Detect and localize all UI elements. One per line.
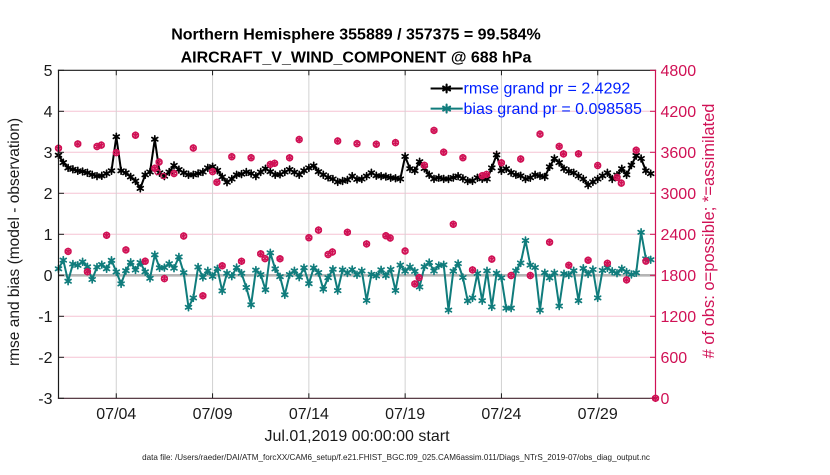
svg-text:-1: -1 bbox=[38, 309, 52, 326]
svg-text:-3: -3 bbox=[38, 391, 52, 408]
svg-text:4200: 4200 bbox=[661, 104, 697, 121]
svg-text:1800: 1800 bbox=[661, 268, 697, 285]
svg-text:07/19: 07/19 bbox=[385, 406, 425, 423]
svg-text:3: 3 bbox=[44, 145, 53, 162]
svg-text:600: 600 bbox=[661, 350, 688, 367]
svg-text:0: 0 bbox=[44, 268, 53, 285]
svg-text:4800: 4800 bbox=[661, 63, 697, 80]
svg-text:2400: 2400 bbox=[661, 227, 697, 244]
svg-text:data file: /Users/raeder/DAI/A: data file: /Users/raeder/DAI/ATM_forcXX/… bbox=[142, 453, 650, 462]
svg-text:4: 4 bbox=[44, 104, 53, 121]
svg-text:07/29: 07/29 bbox=[578, 406, 618, 423]
svg-text:1200: 1200 bbox=[661, 309, 697, 326]
svg-text:Jul.01,2019 00:00:00 start: Jul.01,2019 00:00:00 start bbox=[264, 428, 450, 445]
svg-text:bias grand pr = 0.098585: bias grand pr = 0.098585 bbox=[464, 101, 642, 118]
svg-text:rmse and bias (model - observa: rmse and bias (model - observation) bbox=[6, 118, 23, 366]
svg-text:07/09: 07/09 bbox=[193, 406, 233, 423]
svg-text:AIRCRAFT_V_WIND_COMPONENT @ 68: AIRCRAFT_V_WIND_COMPONENT @ 688 hPa bbox=[181, 50, 532, 67]
svg-text:# of obs: o=possible; *=assimi: # of obs: o=possible; *=assimilated bbox=[700, 104, 718, 359]
svg-text:1: 1 bbox=[44, 227, 53, 244]
svg-text:rmse grand pr = 2.4292: rmse grand pr = 2.4292 bbox=[464, 81, 631, 98]
svg-text:3600: 3600 bbox=[661, 145, 697, 162]
svg-text:07/04: 07/04 bbox=[96, 406, 136, 423]
svg-text:0: 0 bbox=[661, 391, 670, 408]
svg-text:07/24: 07/24 bbox=[481, 406, 521, 423]
svg-text:2: 2 bbox=[44, 186, 53, 203]
svg-text:-2: -2 bbox=[38, 350, 52, 367]
svg-text:3000: 3000 bbox=[661, 186, 697, 203]
svg-text:5: 5 bbox=[44, 63, 53, 80]
svg-text:07/14: 07/14 bbox=[289, 406, 329, 423]
svg-text:Northern Hemisphere 355889 / 3: Northern Hemisphere 355889 / 357375 = 99… bbox=[171, 27, 541, 44]
